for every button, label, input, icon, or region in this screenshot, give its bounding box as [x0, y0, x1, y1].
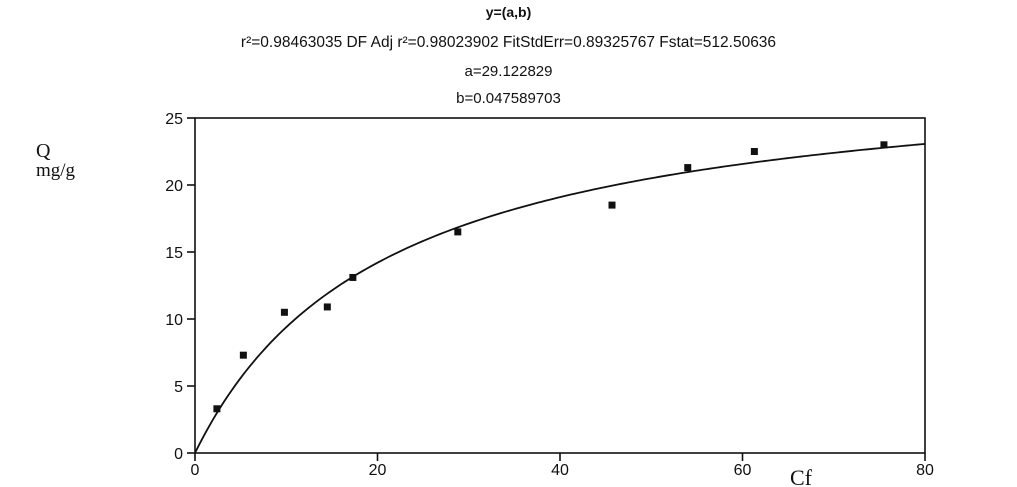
y-tick: 15 [165, 245, 195, 262]
x-tick: 0 [191, 453, 200, 479]
x-tick: 80 [916, 453, 934, 479]
data-points [213, 141, 888, 413]
data-point [213, 405, 221, 413]
x-tick-label: 20 [369, 462, 387, 479]
data-point [349, 273, 357, 281]
x-tick-label: 80 [916, 462, 934, 479]
fit-statistics: r²=0.98463035 DF Adj r²=0.98023902 FitSt… [240, 34, 777, 51]
plot-frame [194, 117, 926, 454]
y-tick-label: 20 [165, 178, 183, 195]
y-axis-label-units: mg/g [36, 160, 76, 181]
x-tick-label: 40 [551, 462, 569, 479]
x-tick-label: 60 [734, 462, 752, 479]
y-tick: 0 [174, 446, 195, 463]
chart-equation: y=(a,b) [485, 4, 532, 20]
x-tick: 20 [369, 453, 387, 479]
data-point [684, 164, 692, 172]
y-tick: 25 [165, 111, 195, 128]
y-tick-label: 0 [174, 446, 183, 463]
y-tick-label: 15 [165, 245, 183, 262]
data-point [750, 148, 758, 155]
x-axis-label: Cf [790, 465, 813, 487]
fit-curve [194, 143, 926, 454]
x-axis: 0 20 40 60 80 [191, 453, 934, 479]
y-tick: 10 [165, 312, 195, 329]
x-tick-label: 0 [191, 462, 200, 479]
data-point [280, 308, 288, 316]
data-point [323, 303, 331, 311]
y-tick: 5 [174, 379, 195, 396]
parameter-a: a=29.122829 [464, 63, 553, 80]
y-tick: 20 [165, 178, 195, 195]
x-tick: 60 [734, 453, 752, 479]
y-axis: 0 5 10 15 20 25 [165, 111, 195, 463]
data-point [454, 228, 462, 236]
data-point [880, 141, 888, 149]
y-axis-label-q: Q [36, 140, 51, 162]
y-tick-label: 5 [174, 379, 183, 396]
data-point [239, 351, 247, 359]
parameter-b: b=0.047589703 [456, 90, 561, 107]
x-tick: 40 [551, 453, 569, 479]
data-point [608, 201, 616, 209]
y-tick-label: 10 [165, 312, 183, 329]
y-tick-label: 25 [165, 111, 183, 128]
